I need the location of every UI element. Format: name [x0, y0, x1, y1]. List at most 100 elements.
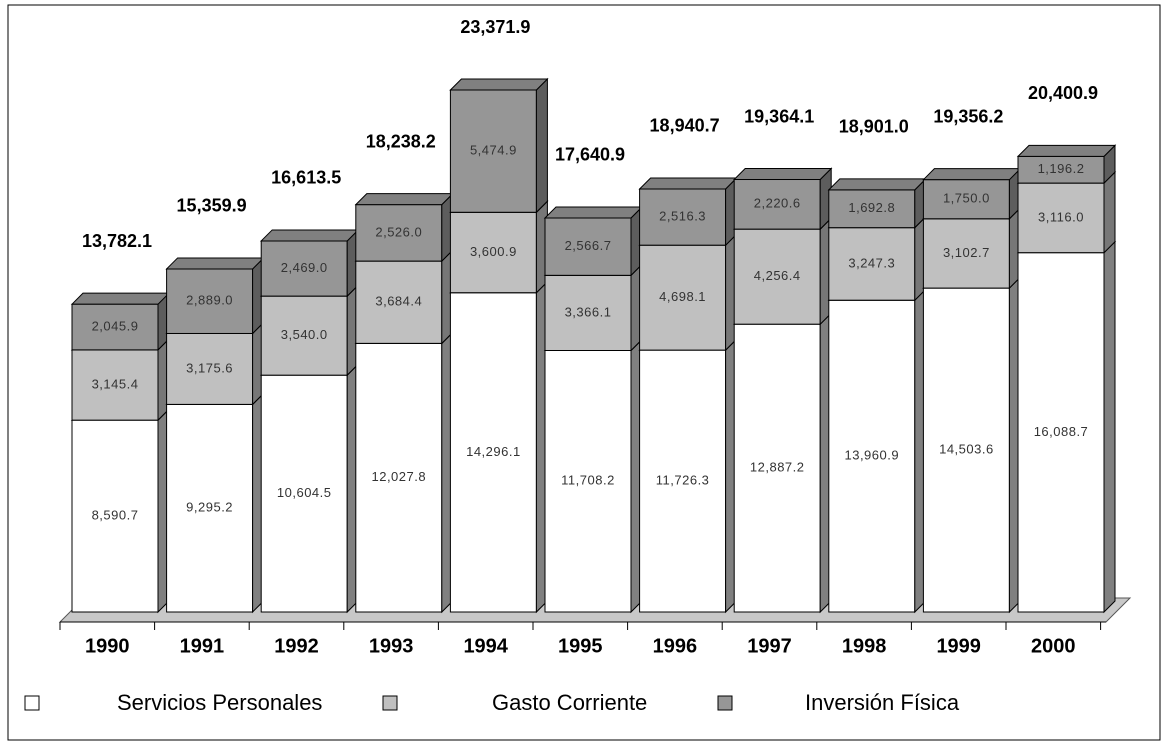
bar-front — [260, 374, 348, 613]
bar-front — [71, 303, 159, 351]
x-tick-label: 1990 — [85, 635, 130, 657]
bar-segment — [638, 337, 738, 614]
value-label: 14,296.1 — [466, 444, 521, 459]
bar-segment — [1016, 170, 1117, 254]
x-tick-label: 2000 — [1031, 635, 1076, 657]
value-label: 5,474.9 — [470, 143, 517, 158]
bar-segment — [1016, 240, 1117, 614]
bar-side — [1103, 170, 1116, 254]
value-label: 12,027.8 — [371, 469, 426, 484]
x-tick-label: 1992 — [274, 635, 319, 657]
value-label: 2,889.0 — [186, 293, 233, 308]
value-label: 2,469.0 — [281, 260, 328, 275]
value-label: 3,684.4 — [375, 294, 422, 309]
value-label: 11,726.3 — [656, 472, 710, 487]
total-label: 15,359.9 — [177, 196, 247, 216]
value-label: 1,692.8 — [848, 200, 895, 215]
value-label: 3,175.6 — [186, 360, 233, 375]
value-label: 14,503.6 — [939, 441, 994, 456]
bar-top — [732, 168, 833, 181]
x-tick-label: 1995 — [558, 635, 603, 657]
bar-top — [449, 78, 549, 91]
value-label: 13,960.9 — [844, 448, 899, 463]
value-label: 3,116.0 — [1038, 209, 1084, 224]
bar-top — [543, 206, 644, 219]
value-label: 1,750.0 — [943, 191, 990, 206]
value-label: 10,604.5 — [277, 485, 332, 500]
bar-front — [166, 403, 254, 613]
value-label: 16,088.7 — [1034, 424, 1089, 439]
value-label: 4,256.4 — [754, 268, 801, 283]
x-tick-label: 1997 — [747, 635, 792, 657]
x-tick-label: 1993 — [369, 635, 414, 657]
bar-front — [544, 350, 632, 613]
x-tick-label: 1991 — [180, 635, 225, 657]
bar-front — [1017, 155, 1105, 184]
value-label: 9,295.2 — [186, 500, 233, 515]
bar-front — [828, 299, 916, 613]
value-label: 1,196.2 — [1038, 161, 1085, 176]
total-label: 19,364.1 — [744, 106, 814, 126]
bar-front — [260, 295, 348, 376]
bar-front — [828, 189, 916, 229]
bar-front — [639, 244, 727, 351]
value-label: 3,600.9 — [470, 244, 517, 259]
value-label: 3,145.4 — [92, 376, 139, 391]
value-label: 12,887.2 — [750, 460, 805, 475]
total-label: 16,613.5 — [271, 168, 341, 188]
total-label: 18,940.7 — [650, 116, 720, 136]
value-label: 11,708.2 — [561, 473, 615, 488]
x-tick-label: 1998 — [842, 635, 887, 657]
bar-top — [827, 178, 928, 191]
bar-segment — [259, 228, 360, 298]
bar-top — [354, 193, 455, 206]
total-label: 17,640.9 — [555, 145, 625, 165]
bar-front — [449, 292, 537, 613]
x-tick-label: 1999 — [936, 635, 981, 657]
total-label: 23,371.9 — [460, 17, 530, 37]
legend-label: Gasto Corriente — [492, 690, 647, 715]
value-label: 2,045.9 — [92, 318, 139, 333]
legend-swatch — [382, 695, 398, 711]
bar-front — [922, 218, 1010, 289]
x-tick-label: 1994 — [463, 635, 508, 657]
bar-top — [165, 257, 265, 270]
bar-top — [638, 177, 738, 190]
bar-front — [544, 274, 632, 352]
bar-side — [535, 77, 548, 214]
bar-front — [922, 179, 1010, 220]
bar-front — [260, 240, 348, 297]
x-tick-label: 1996 — [653, 635, 698, 657]
bar-top — [259, 229, 360, 242]
legend-swatch — [717, 695, 733, 711]
value-label: 3,102.7 — [943, 245, 990, 260]
bar-top — [70, 292, 171, 305]
value-label: 2,566.7 — [565, 238, 612, 253]
bar-segment — [922, 167, 1022, 220]
value-label: 8,590.7 — [92, 508, 139, 523]
value-label: 2,526.0 — [375, 224, 422, 239]
bar-segment — [449, 77, 549, 214]
bar-front — [355, 260, 443, 344]
total-label: 13,782.1 — [82, 231, 152, 251]
legend-swatch — [24, 695, 40, 711]
bar-front — [544, 217, 632, 276]
legend-label: Servicios Personales — [117, 690, 322, 715]
value-label: 3,540.0 — [281, 327, 328, 342]
total-label: 20,400.9 — [1028, 83, 1098, 103]
bar-side — [1103, 240, 1116, 614]
value-label: 3,247.3 — [848, 255, 895, 270]
bar-front — [355, 342, 443, 613]
total-label: 18,901.0 — [839, 117, 909, 137]
bar-segment — [165, 256, 265, 335]
value-label: 2,220.6 — [754, 196, 801, 211]
value-label: 2,516.3 — [659, 209, 706, 224]
bar-segment — [827, 215, 928, 302]
total-label: 18,238.2 — [366, 131, 436, 151]
bar-front — [355, 204, 443, 262]
total-label: 19,356.2 — [933, 106, 1003, 126]
bar-top — [1016, 144, 1117, 157]
bar-front — [71, 419, 159, 613]
legend-label: Inversión Física — [805, 690, 960, 715]
